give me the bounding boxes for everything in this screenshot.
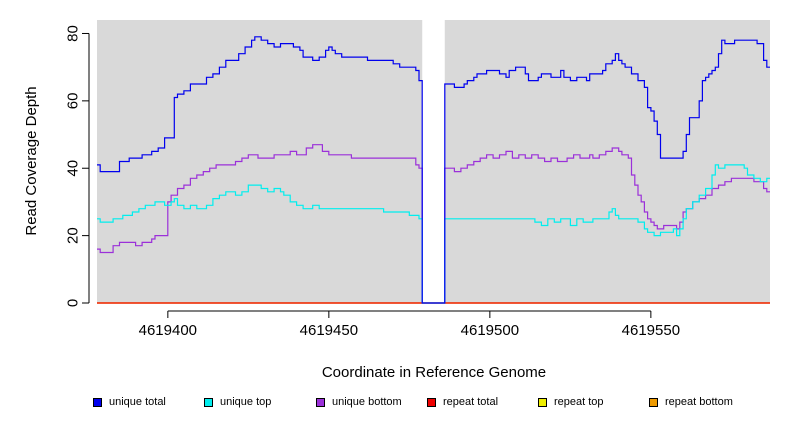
y-tick-label: 0 bbox=[64, 299, 81, 307]
y-tick-label: 80 bbox=[64, 25, 81, 42]
y-tick-label: 60 bbox=[64, 93, 81, 110]
legend-label: unique top bbox=[220, 396, 272, 408]
legend-swatch bbox=[93, 397, 102, 407]
series-lines bbox=[97, 36, 770, 304]
legend-item: repeat total bbox=[427, 396, 498, 408]
y-axis-label: Read Coverage Depth bbox=[23, 86, 40, 235]
legend-swatch bbox=[649, 397, 658, 407]
coverage-gap bbox=[422, 20, 445, 303]
x-tick-label: 4619400 bbox=[139, 322, 197, 339]
legend-label: repeat top bbox=[554, 396, 604, 408]
series-line-unique-total bbox=[97, 36, 770, 304]
legend-swatch bbox=[204, 397, 213, 407]
legend-swatch bbox=[316, 397, 325, 407]
x-tick-label: 4619550 bbox=[622, 322, 680, 339]
legend-label: unique total bbox=[109, 396, 166, 408]
legend: unique total unique top unique bottom repea… bbox=[0, 396, 792, 420]
x-axis: 4619400 4619450 4619500 4619550 bbox=[139, 310, 680, 339]
legend-item: unique top bbox=[204, 396, 271, 408]
x-tick-label: 4619500 bbox=[461, 322, 519, 339]
legend-label: unique bottom bbox=[332, 396, 402, 408]
legend-item: repeat top bbox=[538, 396, 604, 408]
legend-item: unique bottom bbox=[316, 396, 402, 408]
series-line-unique-bottom bbox=[97, 144, 770, 304]
legend-label: repeat bottom bbox=[665, 396, 733, 408]
legend-label: repeat total bbox=[443, 396, 499, 408]
legend-swatch bbox=[427, 397, 436, 407]
x-axis-label: Coordinate in Reference Genome bbox=[322, 364, 546, 381]
x-tick-label: 4619450 bbox=[300, 322, 358, 339]
y-tick-label: 40 bbox=[64, 160, 81, 177]
y-tick-label: 20 bbox=[64, 227, 81, 244]
legend-swatch bbox=[538, 397, 547, 407]
y-axis: 0 20 40 60 80 bbox=[64, 25, 90, 307]
legend-item: repeat bottom bbox=[649, 396, 733, 408]
legend-item: unique total bbox=[93, 396, 166, 408]
